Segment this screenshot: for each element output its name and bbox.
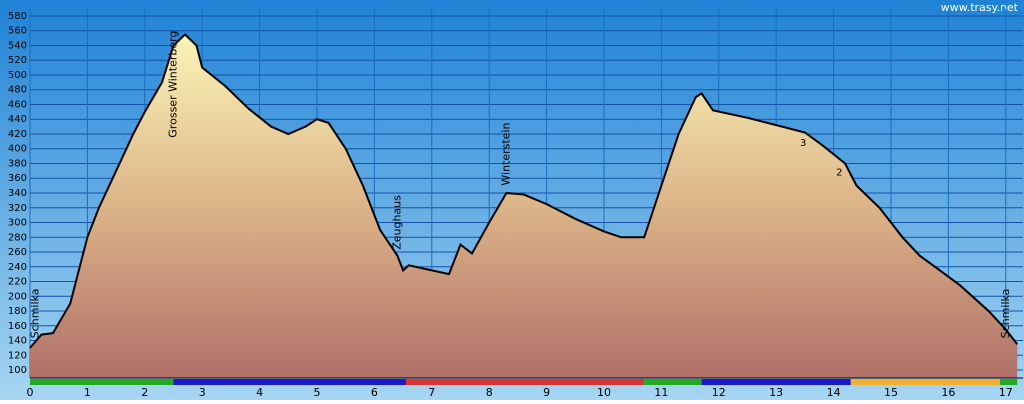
route-marker: 3 — [800, 138, 806, 149]
y-tick-label: 420 — [8, 129, 27, 140]
y-tick-label: 220 — [8, 277, 27, 288]
y-tick-label: 300 — [8, 218, 27, 229]
waypoint-label: Grosser Winterberg — [166, 31, 179, 138]
x-tick-label: 3 — [199, 386, 206, 399]
elevation-area — [30, 34, 1018, 379]
y-tick-label: 140 — [8, 336, 27, 347]
y-tick-label: 260 — [8, 247, 27, 258]
y-tick-label: 580 — [8, 11, 27, 22]
route-segment — [1000, 379, 1018, 385]
x-tick-label: 12 — [712, 386, 726, 399]
route-segment — [30, 379, 174, 385]
x-tick-label: 2 — [141, 386, 148, 399]
y-tick-label: 340 — [8, 188, 27, 199]
y-tick-label: 560 — [8, 26, 27, 37]
y-tick-label: 120 — [8, 350, 27, 361]
y-tick-label: 480 — [8, 85, 27, 96]
waypoint-label: Schmilka — [999, 289, 1012, 339]
y-tick-label: 540 — [8, 40, 27, 51]
y-tick-label: 520 — [8, 55, 27, 66]
x-tick-label: 0 — [27, 386, 34, 399]
x-tick-label: 7 — [428, 386, 435, 399]
elevation-line — [29, 33, 1019, 349]
y-tick-label: 400 — [8, 144, 27, 155]
route-segment — [850, 379, 1001, 385]
y-tick-label: 280 — [8, 232, 27, 243]
x-tick-label: 17 — [999, 386, 1013, 399]
x-tick-label: 5 — [313, 386, 320, 399]
watermark: www.trasy.net — [941, 1, 1019, 14]
x-tick-label: 6 — [371, 386, 378, 399]
x-tick-label: 1 — [84, 386, 91, 399]
y-tick-label: 360 — [8, 173, 27, 184]
route-segment — [701, 379, 851, 385]
y-tick-label: 320 — [8, 203, 27, 214]
route-segment — [405, 379, 645, 385]
route-marker: 2 — [836, 167, 842, 178]
y-tick-label: 180 — [8, 306, 27, 317]
x-tick-label: 16 — [941, 386, 955, 399]
y-tick-label: 460 — [8, 99, 27, 110]
route-segment — [644, 379, 702, 385]
y-tick-label: 200 — [8, 291, 27, 302]
x-tick-label: 4 — [256, 386, 263, 399]
x-tick-label: 15 — [884, 386, 898, 399]
y-tick-label: 380 — [8, 158, 27, 169]
x-tick-label: 14 — [827, 386, 841, 399]
y-tick-label: 100 — [8, 365, 27, 376]
y-tick-label: 240 — [8, 262, 27, 273]
x-tick-label: 9 — [543, 386, 550, 399]
x-tick-label: 10 — [597, 386, 611, 399]
x-tick-label: 13 — [769, 386, 783, 399]
y-tick-label: 440 — [8, 114, 27, 125]
waypoint-label: Zeughaus — [390, 195, 403, 250]
x-tick-label: 11 — [654, 386, 668, 399]
y-tick-label: 160 — [8, 321, 27, 332]
y-tick-label: 500 — [8, 70, 27, 81]
waypoint-label: Winterstein — [499, 122, 512, 185]
route-segment — [173, 379, 406, 385]
waypoint-label: Schmilka — [29, 289, 42, 339]
x-tick-label: 8 — [486, 386, 493, 399]
